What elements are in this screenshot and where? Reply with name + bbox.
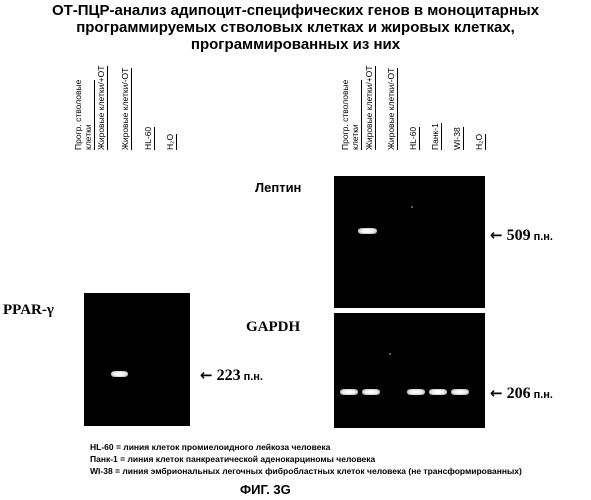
legend-line-1: HL-60 = линия клеток промиелоидного лейк… bbox=[90, 441, 522, 453]
gapdh-band-lane-2 bbox=[362, 389, 380, 395]
ppar-gamma-band bbox=[111, 371, 128, 377]
gapdh-band-lane-1 bbox=[340, 389, 358, 395]
lane-label-right-5: Панк-1 bbox=[430, 123, 442, 150]
title-line-3: программированных из них bbox=[0, 36, 591, 53]
gapdh-band-lane-5 bbox=[429, 389, 447, 395]
lane-label-left-2: Жировые клетки/+ОТ bbox=[96, 66, 108, 150]
lane-label-right-2: Жировые клетки/+ОТ bbox=[364, 66, 376, 150]
ppar-gamma-gel bbox=[84, 293, 190, 426]
lane-label-left-5: H₂O bbox=[165, 134, 177, 150]
lane-label-left-1: Прогр. стволовыеклетки bbox=[73, 80, 95, 150]
lane-label-right-4: HL-60 bbox=[408, 127, 420, 150]
lane-label-left-4: HL-60 bbox=[143, 127, 155, 150]
legend-line-2: Панк-1 = линия клеток панкреатической ад… bbox=[90, 453, 522, 465]
leptin-label: Лептин bbox=[255, 180, 301, 195]
leptin-band bbox=[358, 228, 377, 234]
lane-label-right-1: Прогр. стволовыеклетки bbox=[340, 80, 362, 150]
title-line-1: ОТ-ПЦР-анализ адипоцит-специфических ген… bbox=[0, 2, 591, 19]
leptin-size-label: ←509п.н. bbox=[490, 226, 553, 245]
gel-speck bbox=[389, 353, 391, 355]
ppar-gamma-size-label: ←223п.н. bbox=[200, 366, 263, 385]
gel-speck bbox=[411, 206, 413, 208]
lane-label-left-3: Жировые клетки/-ОТ bbox=[120, 68, 132, 150]
legend-line-3: WI-38 = линия эмбриональных легочных фиб… bbox=[90, 465, 522, 477]
lane-label-right-6: WI-38 bbox=[452, 127, 464, 150]
title-line-2: программируемых стволовых клетках и жиро… bbox=[0, 19, 591, 36]
leptin-gel bbox=[334, 176, 485, 308]
gapdh-band-lane-4 bbox=[407, 389, 425, 395]
gapdh-label: GAPDH bbox=[246, 319, 300, 336]
legend: HL-60 = линия клеток промиелоидного лейк… bbox=[90, 441, 522, 477]
gapdh-gel bbox=[334, 313, 485, 428]
lane-label-right-3: Жировые клетки/-ОТ bbox=[386, 68, 398, 150]
gapdh-band-lane-6 bbox=[451, 389, 469, 395]
ppar-gamma-label: PPAR-γ bbox=[3, 302, 54, 319]
lane-label-right-7: H₂O bbox=[474, 134, 486, 150]
figure-caption: ФИГ. 3G bbox=[240, 482, 291, 497]
gapdh-size-label: ←206п.н. bbox=[490, 384, 553, 403]
figure-title: ОТ-ПЦР-анализ адипоцит-специфических ген… bbox=[0, 2, 591, 53]
